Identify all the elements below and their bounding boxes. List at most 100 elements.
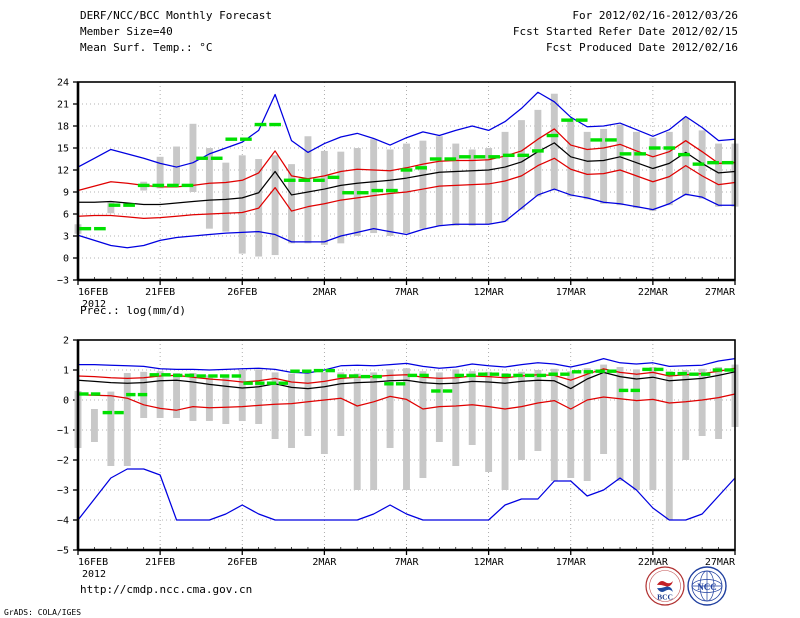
spread-bar [403,368,410,490]
spread-bar [403,143,410,234]
xtick-label: 27MAR [705,557,736,568]
spread-bar [550,368,558,481]
spread-bar [222,162,230,232]
panel-temperature: −3 0 3 6 9 12 15 18 21 24 16FEB 21FEB 26FEB 2MAR 7MAR 1… [57,78,739,310]
spread-bar [419,371,427,478]
spread-bar [616,124,624,206]
spread-bar [337,151,345,244]
spread-bar [222,377,230,424]
spread-bar [189,373,197,421]
spread-bar [583,131,591,200]
spread-bar [452,143,460,226]
spread-bar [616,367,624,481]
xtick-label: 2MAR [312,557,337,568]
series-line-q25 [77,393,736,411]
bcc-logo: BCC [645,566,685,606]
spread-bar [337,372,345,436]
spread-bar [370,372,378,490]
spread-bar [518,120,525,210]
series-line-max [77,91,736,168]
footer-url[interactable]: http://cmdp.ncc.cma.gov.cn [80,583,253,596]
xtick-label: 26FEB [227,287,257,298]
panel-precipitation: −5 −4 −3 −2 −1 0 1 2 16FEB 21FEB 26FEB 2MAR 7MAR 12MA… [57,336,739,580]
ytick-label: 21 [57,100,69,111]
spread-bar [567,118,575,197]
xaxis-year-label: 2012 [82,569,106,580]
spread-bar [485,371,493,472]
spread-bar [452,369,460,466]
series-line-q25 [77,157,736,220]
spread-bar [534,109,542,197]
ytick-label: −1 [57,426,69,437]
ytick-label: 9 [63,188,69,199]
ncc-logo-text: NCC [697,582,717,592]
spread-bar [419,140,427,229]
spread-bar [205,375,213,421]
spread-bar [665,371,673,520]
xtick-label: 17MAR [556,557,587,568]
spread-bar [353,373,361,490]
spread-bar [238,370,246,421]
header-started-refer: Fcst Started Refer Date 2012/02/15 [512,25,738,38]
xaxis-year-label: 2012 [82,299,106,310]
spread-bar [271,372,279,439]
footer-credit: GrADS: COLA/IGES [4,608,82,617]
spread-bar [682,370,690,460]
ncc-logo: NCC [687,566,727,606]
spread-bar [304,371,312,436]
xtick-label: 12MAR [474,557,505,568]
ytick-label: 1 [63,366,69,377]
spread-bar [583,368,591,481]
spread-bar [156,371,164,418]
header-variable: Mean Surf. Temp.: °C [80,41,213,54]
spread-bar [501,373,509,490]
ytick-label: 2 [63,336,69,347]
spread-bar [156,156,164,189]
spread-bar [173,373,180,418]
xtick-label: 16FEB [78,557,108,568]
ytick-label: −5 [57,546,69,557]
series-line-min [77,468,736,521]
header-produced-date: Fcst Produced Date 2012/02/16 [545,41,738,54]
series-line-mean [78,142,736,206]
xtick-label: 7MAR [394,287,419,298]
ytick-label: 0 [63,396,69,407]
spread-bar [107,391,115,466]
xtick-label: 26FEB [227,557,257,568]
xtick-label: 27MAR [705,287,736,298]
header-title: DERF/NCC/BCC Monthly Forecast [80,9,273,22]
xtick-label: 21FEB [145,287,175,298]
precip-panel-title: Prec.: log(mm/d) [80,304,186,317]
header-member-size: Member Size=40 [80,25,173,38]
xtick-label: 22MAR [638,557,669,568]
spread-bar [205,148,213,229]
spread-bar [304,136,312,244]
spread-bar [501,131,509,222]
ytick-label: 6 [63,210,69,221]
spread-bar [288,373,295,448]
xtick-label: 2MAR [312,287,337,298]
spread-bar [518,371,525,460]
spread-bar [320,372,328,454]
spread-bar [90,409,98,442]
spread-bar [550,93,558,191]
bcc-logo-text: BCC [657,593,673,602]
spread-bar [715,143,723,207]
spread-bar [435,136,443,226]
spread-bar [386,369,394,448]
ytick-label: 12 [57,166,69,177]
spread-bar [649,367,657,490]
ytick-label: −4 [57,516,69,527]
spread-bar [255,369,263,424]
spread-bar [534,370,542,451]
spread-bar [107,202,115,214]
spread-bar [485,148,493,225]
spread-bar [567,371,575,478]
spread-bar [173,146,180,185]
xtick-label: 17MAR [556,287,587,298]
spread-bar [468,149,476,226]
ytick-label: −2 [57,456,69,467]
xtick-label: 22MAR [638,287,669,298]
